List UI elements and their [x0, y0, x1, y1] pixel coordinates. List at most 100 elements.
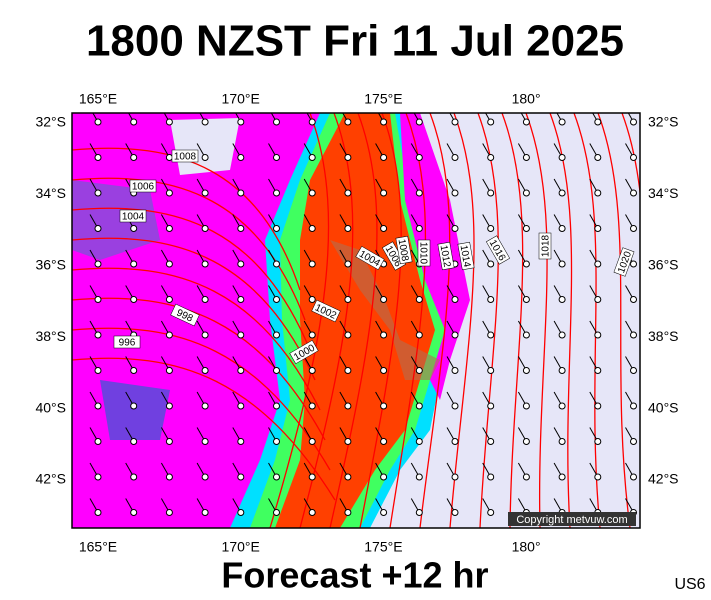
station — [380, 438, 388, 445]
station — [415, 296, 423, 303]
station — [558, 331, 566, 339]
station — [380, 331, 388, 339]
station — [487, 296, 495, 303]
isobar — [72, 207, 311, 351]
isobar-label-text: 1006 — [132, 182, 155, 193]
lat-label: 32°S — [648, 114, 679, 130]
station — [237, 509, 245, 516]
station — [451, 296, 459, 303]
station — [522, 438, 530, 445]
isobar-label-box — [613, 247, 635, 277]
station — [344, 367, 352, 374]
station — [308, 438, 316, 445]
lat-label: 40°S — [648, 399, 679, 415]
station — [273, 367, 280, 374]
isobar — [72, 297, 326, 441]
station — [165, 225, 173, 232]
station — [237, 189, 245, 197]
station — [451, 189, 459, 197]
station — [273, 225, 280, 232]
station — [487, 402, 495, 410]
station — [594, 296, 602, 303]
station — [308, 260, 316, 268]
station — [237, 473, 245, 481]
station — [594, 367, 602, 374]
station — [130, 154, 138, 161]
station — [308, 473, 316, 481]
station — [487, 189, 495, 197]
station — [594, 225, 602, 232]
station — [237, 438, 245, 445]
forecast-label: Forecast +12 hr — [221, 555, 488, 596]
station — [630, 367, 637, 374]
isobar — [419, 113, 451, 528]
station — [451, 509, 459, 516]
lat-label: 38°S — [648, 328, 679, 344]
isobar-label: 996 — [113, 335, 141, 349]
station — [380, 154, 388, 161]
station — [94, 189, 102, 197]
station — [201, 225, 209, 232]
lat-label: 38°S — [35, 328, 66, 344]
station — [451, 438, 459, 445]
station — [630, 189, 637, 197]
station — [308, 402, 316, 410]
station — [594, 118, 602, 126]
station — [487, 154, 495, 161]
station — [130, 260, 138, 268]
station — [522, 296, 530, 303]
station — [237, 118, 245, 126]
station — [94, 331, 102, 339]
isobar — [72, 357, 336, 501]
station — [451, 402, 459, 410]
station — [522, 118, 530, 126]
station — [594, 438, 602, 445]
station — [344, 296, 352, 303]
station — [344, 154, 352, 161]
station — [237, 154, 245, 161]
lon-label: 165°E — [79, 539, 117, 555]
copyright: Copyright metvuw.com — [516, 514, 627, 526]
isobar — [72, 147, 301, 291]
station — [308, 118, 316, 126]
station — [273, 509, 280, 516]
isobar-label: 1010 — [417, 239, 431, 267]
station — [487, 509, 495, 516]
station — [308, 225, 316, 232]
station — [201, 260, 209, 268]
station — [130, 438, 138, 445]
isobar-label: 1006 — [129, 179, 157, 193]
isobar-label-box — [437, 241, 455, 271]
station — [130, 225, 138, 232]
station — [558, 473, 566, 481]
labels: 165°E 165°E 170°E 170°E 175°E 175°E 180° 180° 32… — [35, 91, 678, 555]
station — [201, 473, 209, 481]
station — [594, 154, 602, 161]
station — [558, 225, 566, 232]
station — [237, 260, 245, 268]
isobar — [359, 113, 402, 528]
station — [630, 438, 637, 445]
station — [630, 154, 637, 161]
station — [344, 509, 352, 516]
station — [344, 473, 352, 481]
station — [273, 260, 280, 268]
station — [273, 438, 280, 445]
lon-label: 175°E — [364, 539, 402, 555]
station — [165, 438, 173, 445]
station — [308, 367, 316, 374]
dry-patch — [170, 118, 240, 175]
station — [630, 260, 637, 268]
station — [94, 473, 102, 481]
station — [237, 331, 245, 339]
station — [522, 367, 530, 374]
station — [165, 367, 173, 374]
station — [630, 331, 637, 339]
station — [451, 331, 459, 339]
station — [380, 509, 388, 516]
station — [415, 225, 423, 232]
station — [165, 402, 173, 410]
station — [94, 367, 102, 374]
station — [487, 331, 495, 339]
